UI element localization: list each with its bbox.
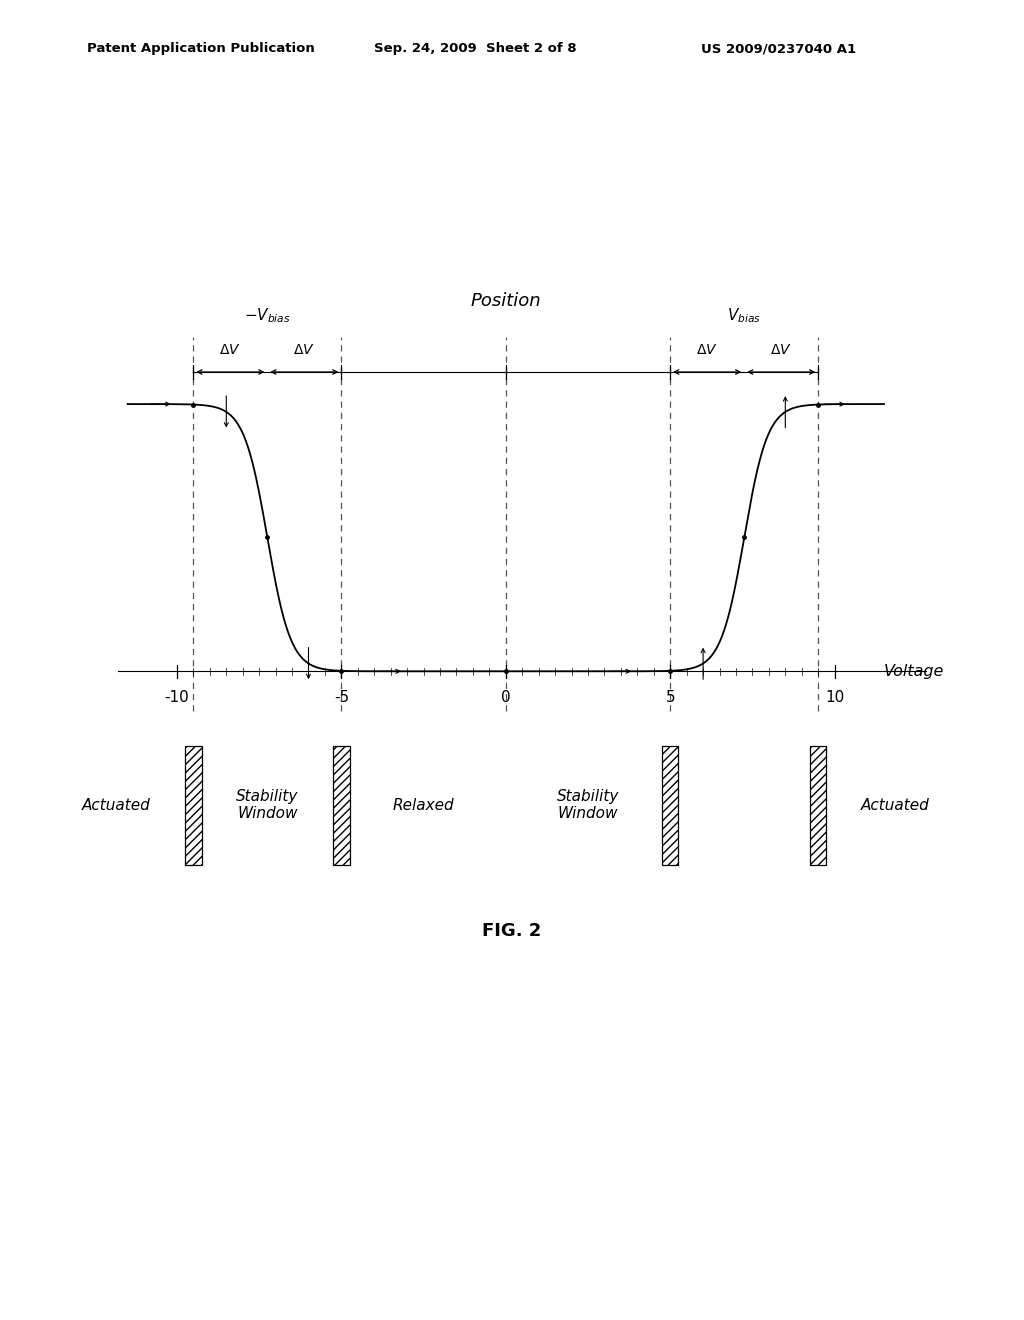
Text: 0: 0 bbox=[501, 690, 511, 705]
Text: $\Delta V$: $\Delta V$ bbox=[294, 343, 315, 358]
Text: -10: -10 bbox=[165, 690, 189, 705]
Text: Patent Application Publication: Patent Application Publication bbox=[87, 42, 314, 55]
Text: $V_{bias}$: $V_{bias}$ bbox=[727, 306, 761, 325]
Bar bbox=[662, 746, 679, 865]
Text: US 2009/0237040 A1: US 2009/0237040 A1 bbox=[701, 42, 856, 55]
Bar bbox=[185, 746, 202, 865]
Bar bbox=[333, 746, 349, 865]
Bar bbox=[810, 746, 826, 865]
Text: 5: 5 bbox=[666, 690, 675, 705]
Text: $\Delta V$: $\Delta V$ bbox=[770, 343, 793, 358]
Text: 10: 10 bbox=[825, 690, 844, 705]
Text: Sep. 24, 2009  Sheet 2 of 8: Sep. 24, 2009 Sheet 2 of 8 bbox=[374, 42, 577, 55]
Text: $\Delta V$: $\Delta V$ bbox=[219, 343, 242, 358]
Text: $-V_{bias}$: $-V_{bias}$ bbox=[244, 306, 291, 325]
Text: Position: Position bbox=[470, 292, 541, 310]
Text: FIG. 2: FIG. 2 bbox=[482, 921, 542, 940]
Text: -5: -5 bbox=[334, 690, 349, 705]
Text: Actuated: Actuated bbox=[82, 797, 151, 813]
Text: Relaxed: Relaxed bbox=[393, 797, 455, 813]
Text: Voltage: Voltage bbox=[884, 664, 944, 678]
Text: Stability
Window: Stability Window bbox=[557, 789, 620, 821]
Text: Actuated: Actuated bbox=[861, 797, 930, 813]
Text: Stability
Window: Stability Window bbox=[237, 789, 299, 821]
Text: $\Delta V$: $\Delta V$ bbox=[696, 343, 718, 358]
